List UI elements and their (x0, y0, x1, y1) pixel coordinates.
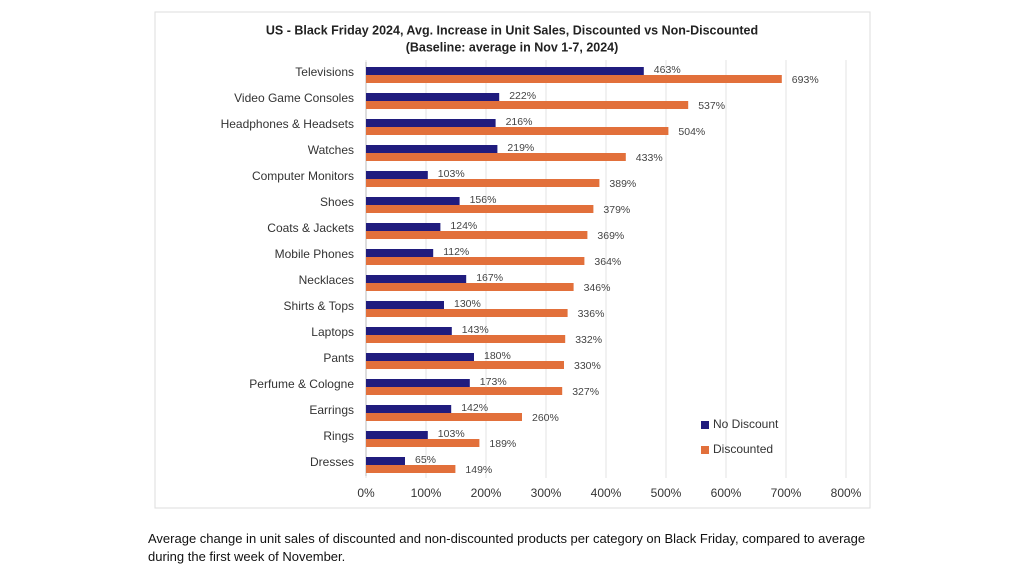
chart-title: US - Black Friday 2024, Avg. Increase in… (266, 23, 758, 37)
y-tick-label: Pants (323, 351, 354, 365)
value-label: 693% (792, 74, 819, 86)
bar (366, 145, 498, 153)
value-label: 346% (584, 282, 611, 294)
legend-swatch (701, 446, 709, 454)
value-label: 173% (480, 376, 507, 388)
x-tick-label: 200% (471, 486, 502, 500)
y-tick-label: Video Game Consoles (234, 91, 354, 105)
value-label: 504% (678, 126, 705, 138)
x-tick-label: 0% (357, 486, 375, 500)
bar (366, 379, 470, 387)
bar (366, 93, 500, 101)
value-label: 216% (506, 116, 533, 128)
bar (366, 439, 480, 447)
value-label: 364% (594, 256, 621, 268)
legend-swatch (701, 421, 709, 429)
bar (366, 335, 566, 343)
bar (366, 431, 428, 439)
x-tick-label: 400% (591, 486, 622, 500)
bar (366, 309, 568, 317)
y-tick-label: Coats & Jackets (267, 221, 354, 235)
value-label: 537% (698, 100, 725, 112)
y-tick-label: Necklaces (299, 273, 354, 287)
bar (366, 327, 452, 335)
bar (366, 119, 496, 127)
value-label: 65% (415, 454, 436, 466)
value-label: 143% (462, 324, 489, 336)
x-tick-label: 100% (411, 486, 442, 500)
y-tick-label: Shirts & Tops (284, 299, 354, 313)
x-tick-label: 800% (831, 486, 862, 500)
bar (366, 67, 644, 75)
bar (366, 231, 588, 239)
value-label: 124% (450, 220, 477, 232)
bar (366, 179, 600, 187)
value-label: 112% (443, 246, 469, 258)
bar (366, 387, 563, 395)
y-tick-label: Televisions (295, 65, 354, 79)
bar (366, 153, 626, 161)
bar (366, 457, 405, 465)
legend-label: Discounted (713, 442, 773, 456)
caption: Average change in unit sales of discount… (148, 531, 866, 564)
chart-subtitle: (Baseline: average in Nov 1-7, 2024) (406, 40, 619, 54)
bar (366, 171, 428, 179)
bar (366, 249, 434, 257)
legend-label: No Discount (713, 417, 779, 431)
chart: US - Black Friday 2024, Avg. Increase in… (154, 11, 871, 509)
y-tick-label: Computer Monitors (252, 169, 354, 183)
y-tick-label: Rings (323, 429, 354, 443)
value-label: 219% (507, 142, 534, 154)
y-tick-label: Perfume & Cologne (249, 377, 354, 391)
value-label: 156% (470, 194, 497, 206)
y-tick-label: Shoes (320, 195, 354, 209)
bar (366, 413, 522, 421)
value-label: 336% (578, 308, 605, 320)
value-label: 103% (438, 428, 465, 440)
value-label: 330% (574, 360, 601, 372)
value-label: 189% (489, 438, 516, 450)
value-label: 149% (465, 464, 492, 476)
bar (366, 465, 456, 473)
value-label: 327% (572, 386, 599, 398)
y-tick-label: Headphones & Headsets (221, 117, 354, 131)
value-label: 332% (575, 334, 602, 346)
bar (366, 353, 474, 361)
bar (366, 257, 585, 265)
x-tick-label: 700% (771, 486, 802, 500)
y-tick-label: Mobile Phones (275, 247, 354, 261)
bar (366, 275, 467, 283)
bar (366, 283, 574, 291)
value-label: 167% (476, 272, 503, 284)
value-label: 130% (454, 298, 481, 310)
bar (366, 127, 669, 135)
y-tick-label: Watches (308, 143, 354, 157)
bar (366, 197, 460, 205)
value-label: 260% (532, 412, 559, 424)
bar (366, 101, 689, 109)
bar (366, 361, 564, 369)
bar (366, 75, 782, 83)
bar (366, 223, 441, 231)
value-label: 142% (461, 402, 488, 414)
y-tick-label: Earrings (309, 403, 354, 417)
value-label: 222% (509, 90, 536, 102)
value-label: 369% (597, 230, 624, 242)
x-tick-label: 500% (651, 486, 682, 500)
x-tick-label: 300% (531, 486, 562, 500)
value-label: 103% (438, 168, 465, 180)
value-label: 389% (609, 178, 636, 190)
value-label: 463% (654, 64, 681, 76)
bar (366, 301, 444, 309)
x-tick-label: 600% (711, 486, 742, 500)
bar (366, 205, 594, 213)
y-tick-label: Laptops (311, 325, 354, 339)
value-label: 180% (484, 350, 511, 362)
value-label: 379% (603, 204, 630, 216)
y-tick-label: Dresses (310, 455, 354, 469)
bar (366, 405, 452, 413)
value-label: 433% (636, 152, 663, 164)
